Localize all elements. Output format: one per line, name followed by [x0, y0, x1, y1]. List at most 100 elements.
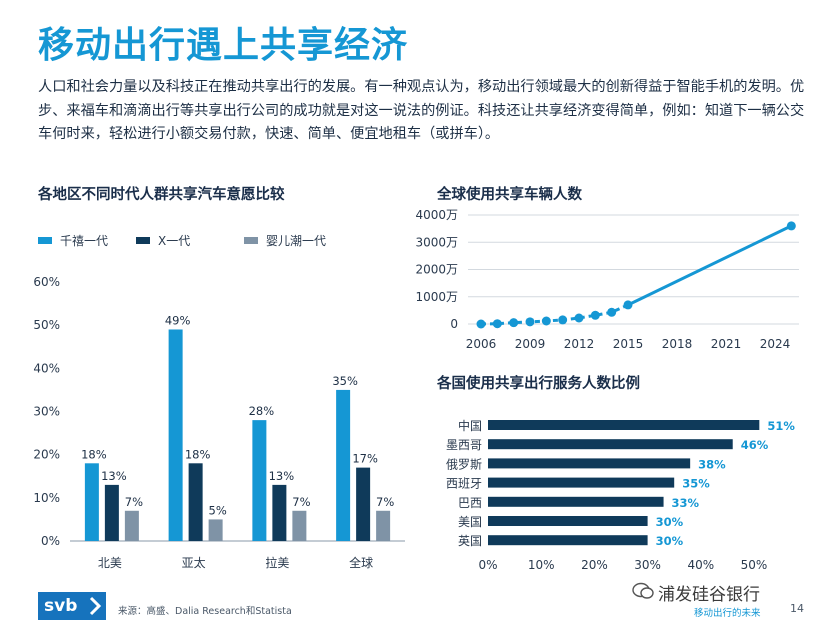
bar [104, 484, 119, 541]
bar [84, 463, 99, 541]
bar [488, 477, 675, 488]
x-tick-label: 40% [687, 558, 714, 572]
x-tick-label: 2024 [760, 337, 791, 351]
bar [292, 510, 307, 541]
bar-value-label: 35% [332, 374, 358, 388]
x-tick-label: 拉美 [265, 555, 289, 570]
y-tick-label: 巴西 [458, 496, 482, 510]
bar-value-label: 7% [376, 495, 394, 509]
bar-value-label: 18% [185, 447, 211, 461]
bar-value-label: 35% [682, 477, 710, 491]
bar [488, 439, 733, 450]
intro-paragraph: 人口和社会力量以及科技正在推动共享出行的发展。有一种观点认为，移动出行领域最大的… [38, 79, 805, 142]
bar-value-label: 51% [767, 419, 795, 433]
legend-label: 千禧一代 [60, 234, 108, 248]
legend-label: 婴儿潮一代 [266, 233, 326, 248]
bar [488, 458, 691, 469]
bar-chart-title: 各地区不同时代人群共享汽车意愿比较 [38, 187, 285, 203]
y-tick-label: 美国 [458, 515, 482, 529]
bar-value-label: 7% [292, 495, 310, 509]
data-point [558, 315, 568, 325]
bar [376, 510, 391, 541]
x-tick-label: 2015 [613, 337, 644, 351]
page-title: 移动出行遇上共享经济 [38, 25, 409, 66]
bar-value-label: 5% [209, 503, 227, 517]
logo-text: svb [44, 596, 78, 616]
bar-value-label: 18% [81, 447, 107, 461]
watermark-text: 浦发硅谷银行 [658, 585, 760, 605]
data-point [590, 310, 600, 320]
y-tick-label: 西班牙 [446, 477, 482, 491]
legend-swatch [38, 237, 52, 244]
data-point [525, 317, 535, 327]
x-tick-label: 50% [741, 558, 768, 572]
bar-value-label: 28% [249, 404, 275, 418]
x-tick-label: 20% [581, 558, 608, 572]
x-tick-label: 亚太 [182, 555, 206, 570]
bar-value-label: 46% [741, 438, 769, 452]
y-tick-label: 10% [33, 491, 60, 505]
data-point [786, 221, 796, 231]
bar [124, 510, 139, 541]
bar-value-label: 30% [656, 515, 684, 529]
y-tick-label: 英国 [458, 534, 482, 548]
bar [188, 463, 203, 541]
bar [252, 420, 267, 541]
data-point [574, 313, 584, 323]
y-tick-label: 俄罗斯 [446, 457, 482, 471]
bar [488, 420, 760, 430]
x-tick-label: 北美 [98, 556, 122, 570]
y-tick-label: 1000万 [415, 290, 458, 304]
bar [336, 389, 351, 541]
data-point [623, 300, 633, 310]
y-tick-label: 0 [450, 317, 458, 331]
series-line-projection [627, 224, 792, 307]
data-point [509, 318, 519, 328]
bar-value-label: 13% [269, 469, 295, 483]
bar [272, 484, 287, 541]
bar-value-label: 30% [656, 534, 684, 548]
y-tick-label: 墨西哥 [446, 438, 482, 452]
x-tick-label: 2021 [711, 337, 742, 351]
y-tick-label: 0% [41, 534, 60, 548]
x-tick-label: 2012 [564, 337, 595, 351]
wechat-icon [632, 582, 654, 599]
y-tick-label: 3000万 [415, 235, 458, 249]
data-point [492, 319, 502, 329]
chevron-right-icon [84, 592, 106, 620]
series-line-historical [480, 303, 629, 326]
bar [488, 496, 664, 507]
legend-label: X一代 [158, 234, 190, 248]
hbar-chart-title: 各国使用共享出行服务人数比例 [437, 376, 640, 392]
footer-caption: 移动出行的未来 [694, 608, 761, 619]
x-tick-label: 2009 [515, 337, 546, 351]
legend-swatch [244, 237, 258, 244]
data-point [607, 307, 617, 317]
x-tick-label: 0% [478, 558, 497, 572]
bar [168, 329, 183, 541]
y-tick-label: 30% [33, 405, 60, 419]
bar-value-label: 7% [125, 495, 143, 509]
bar-value-label: 33% [672, 496, 700, 510]
bar-value-label: 38% [698, 457, 726, 471]
x-tick-label: 全球 [349, 555, 373, 570]
bar [208, 519, 223, 541]
bar-value-label: 49% [165, 313, 191, 327]
y-tick-label: 4000万 [415, 208, 458, 222]
y-tick-label: 20% [33, 448, 60, 462]
x-tick-label: 30% [634, 558, 661, 572]
y-tick-label: 中国 [458, 418, 482, 433]
x-tick-label: 10% [528, 558, 555, 572]
y-tick-label: 40% [33, 361, 60, 375]
bar-value-label: 13% [101, 469, 127, 483]
source-note: 来源：高盛、Dalia Research和Statista [118, 606, 292, 617]
x-tick-label: 2006 [466, 337, 497, 351]
bar-value-label: 17% [352, 452, 378, 466]
bar [356, 467, 371, 541]
page-number: 14 [790, 602, 804, 615]
y-tick-label: 2000万 [415, 263, 458, 277]
bar [488, 535, 648, 546]
legend-swatch [136, 237, 150, 244]
bar [488, 516, 648, 526]
